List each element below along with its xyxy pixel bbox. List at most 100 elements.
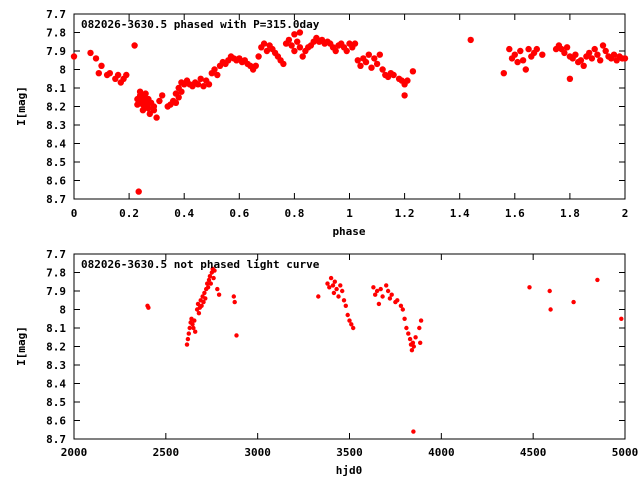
- data-point: [316, 294, 321, 299]
- data-point: [142, 90, 149, 97]
- data-point: [418, 318, 424, 323]
- data-point: [330, 283, 336, 288]
- y-tick-label: 8.2: [46, 101, 66, 114]
- x-axis-ticks: 0 0.2 0.4 0.6 0.8 1 1.2 1.4 1.6 1.8 2: [71, 14, 628, 220]
- data-point: [591, 45, 598, 53]
- data-point: [95, 70, 103, 77]
- data-point: [208, 281, 213, 286]
- data-point: [586, 49, 593, 57]
- data-point: [351, 40, 359, 47]
- data-point: [135, 188, 142, 195]
- data-point: [566, 75, 574, 83]
- data-point: [87, 49, 94, 57]
- y-tick-label: 8: [59, 304, 66, 317]
- data-point: [390, 71, 397, 79]
- y-tick-label: 7.8: [46, 267, 66, 280]
- data-point: [354, 57, 361, 64]
- x-tick-label: 1: [346, 207, 353, 220]
- data-point: [280, 60, 287, 68]
- data-point: [146, 305, 151, 310]
- data-points: [70, 29, 629, 195]
- data-point: [184, 342, 190, 347]
- data-point: [291, 31, 298, 38]
- data-point: [387, 296, 393, 301]
- data-point: [263, 47, 271, 55]
- data-point: [159, 92, 166, 99]
- data-point: [389, 292, 394, 297]
- data-point: [327, 285, 332, 290]
- data-point: [373, 60, 381, 68]
- x-tick-label: 2000: [61, 446, 88, 459]
- data-point: [376, 51, 383, 58]
- x-tick-label: 0.8: [284, 207, 304, 220]
- x-tick-label: 5000: [612, 446, 639, 459]
- data-point: [70, 53, 78, 60]
- data-point: [563, 44, 571, 51]
- x-tick-label: 4500: [520, 446, 547, 459]
- data-point: [374, 288, 380, 294]
- data-point: [517, 47, 524, 55]
- data-point: [345, 312, 350, 318]
- data-point: [216, 292, 222, 297]
- y-axis-label: I[mag]: [15, 326, 28, 366]
- x-axis-label: phase: [332, 225, 365, 238]
- data-point: [196, 311, 202, 316]
- data-point: [332, 279, 337, 284]
- data-point: [378, 286, 383, 292]
- data-point: [206, 277, 212, 283]
- x-tick-label: 1.2: [395, 207, 415, 220]
- data-point: [595, 277, 600, 283]
- data-point: [357, 62, 364, 69]
- data-point: [418, 340, 423, 345]
- data-point: [260, 40, 268, 47]
- data-point: [340, 288, 345, 294]
- data-point: [404, 77, 411, 84]
- data-point: [205, 81, 213, 88]
- y-tick-label: 8: [59, 64, 66, 77]
- phased-light-curve-panel: 7.77.87.988.18.28.38.48.58.68.7 0 0.2 0.4 0…: [15, 8, 628, 238]
- data-point: [131, 42, 138, 49]
- y-tick-label: 7.7: [46, 8, 66, 21]
- data-point: [351, 325, 356, 331]
- data-point: [255, 53, 262, 60]
- data-point: [106, 70, 114, 77]
- data-point: [368, 64, 375, 71]
- data-point: [343, 303, 348, 308]
- y-axis-label: I[mag]: [15, 86, 28, 126]
- y-tick-label: 8.6: [46, 415, 66, 428]
- data-point: [506, 45, 513, 53]
- y-tick-label: 8.1: [46, 322, 66, 335]
- data-point: [296, 29, 304, 36]
- data-point: [343, 47, 350, 55]
- data-point: [406, 331, 411, 336]
- data-point: [371, 285, 376, 290]
- data-point: [580, 62, 587, 69]
- x-tick-label: 0.2: [119, 207, 139, 220]
- y-tick-label: 8.6: [46, 175, 66, 188]
- data-point: [114, 71, 122, 79]
- data-point: [150, 107, 158, 114]
- x-tick-label: 0.6: [229, 207, 249, 220]
- data-point: [621, 55, 629, 62]
- data-point: [409, 348, 415, 353]
- data-point: [187, 325, 192, 331]
- y-tick-label: 8.3: [46, 359, 66, 372]
- data-point: [338, 283, 343, 288]
- data-point: [379, 66, 386, 73]
- data-point: [325, 281, 330, 286]
- y-tick-label: 8.3: [46, 119, 66, 132]
- data-point: [365, 51, 372, 58]
- y-tick-label: 7.9: [46, 45, 66, 58]
- data-point: [288, 42, 295, 49]
- data-point: [547, 288, 552, 294]
- data-point: [380, 294, 385, 299]
- data-point: [588, 55, 596, 62]
- x-tick-label: 0: [71, 207, 78, 220]
- data-point: [299, 53, 306, 60]
- data-point: [185, 336, 191, 342]
- x-tick-label: 1.6: [505, 207, 525, 220]
- data-point: [190, 322, 195, 327]
- data-point: [231, 294, 236, 299]
- data-point: [207, 274, 213, 279]
- data-point: [172, 99, 180, 107]
